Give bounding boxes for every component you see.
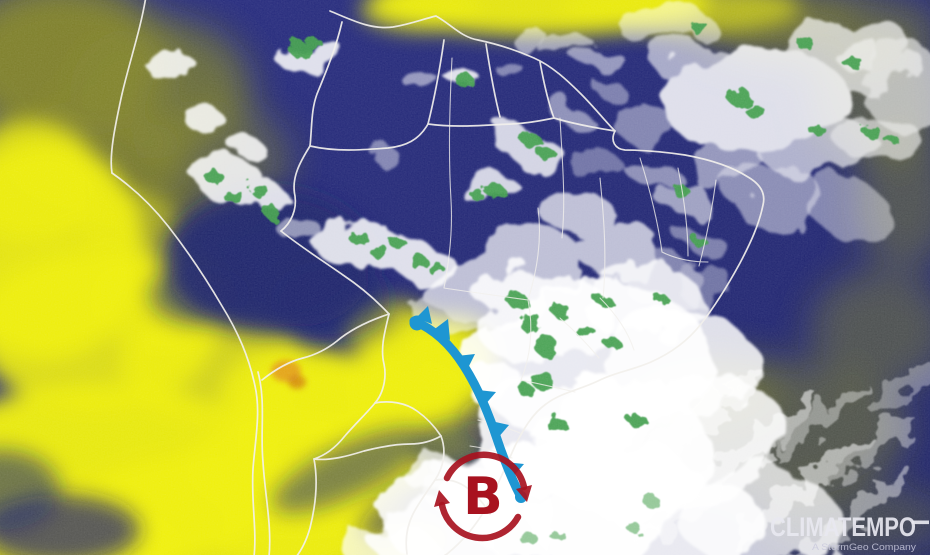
watermark-dash [912,520,929,525]
watermark: CLIMATEMPO A StormGeo Company [770,512,929,553]
cold-front-teeth [409,306,527,503]
state-borders [443,57,717,459]
country-borders [110,0,765,555]
watermark-brand: CLIMATEMPO [770,512,916,542]
watermark-subtitle: A StormGeo Company [812,542,916,553]
low-pressure-arrowheads [434,485,532,507]
low-pressure-rotation-arrows [438,451,528,542]
low-pressure-symbol: B [463,467,503,527]
cold-front [409,306,527,503]
low-pressure-center: B [434,451,532,542]
